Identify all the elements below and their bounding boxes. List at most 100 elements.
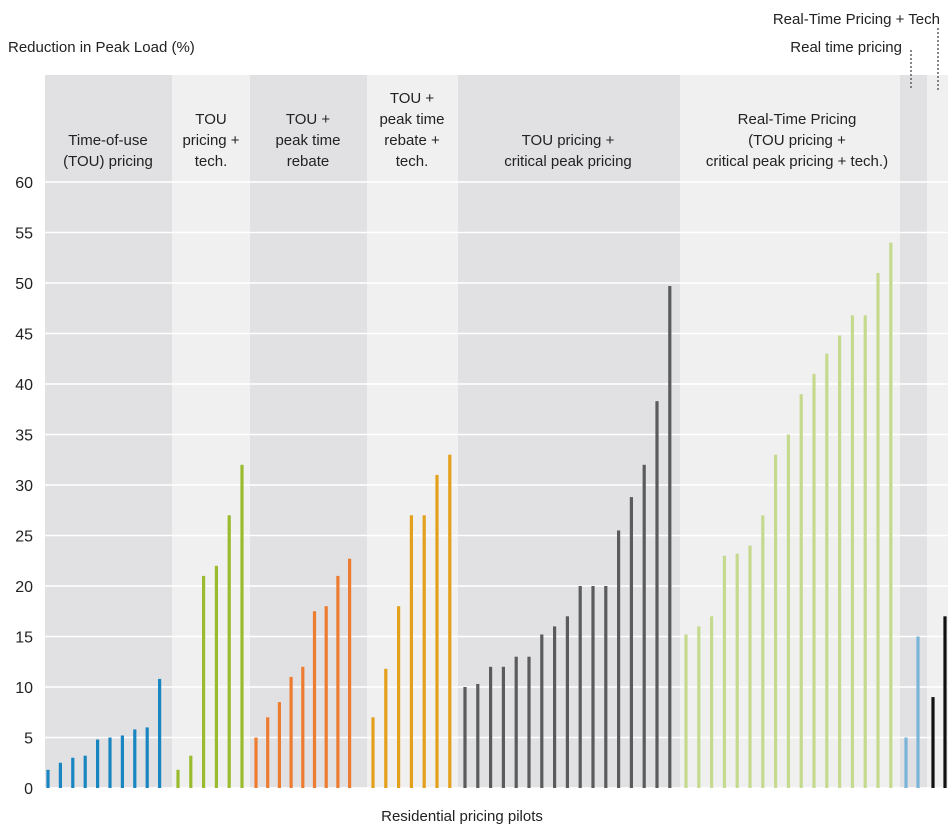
y-tick-label: 5	[24, 731, 33, 748]
bar-group3-9	[348, 558, 352, 788]
bar-group2-3	[202, 575, 206, 788]
bar-group5-14	[629, 497, 633, 788]
bar-group4-4	[409, 515, 413, 788]
bar-group4-5	[422, 515, 426, 788]
bar-group5-1	[463, 687, 467, 788]
bar-group4-2	[384, 668, 388, 788]
bar-group3-5	[301, 666, 305, 788]
y-tick-label: 25	[15, 529, 33, 546]
y-tick-label: 40	[15, 377, 33, 394]
y-tick-label: 60	[15, 175, 33, 192]
x-axis-label: Residential pricing pilots	[381, 808, 543, 825]
bar-group1-6	[108, 737, 112, 788]
bar-group5-2	[476, 683, 480, 788]
group-background-2	[172, 75, 250, 788]
bar-group6-8	[774, 454, 778, 788]
bar-group1-7	[120, 735, 124, 788]
bar-group6-14	[850, 315, 854, 788]
callout-label-real-time-pricing-tech: Real-Time Pricing + Tech	[773, 11, 940, 28]
bar-group5-8	[553, 626, 557, 788]
y-axis-label: Reduction in Peak Load (%)	[8, 39, 195, 56]
bar-group5-13	[617, 530, 621, 788]
bar-group5-12	[604, 586, 608, 788]
y-tick-label: 10	[15, 680, 33, 697]
bar-group2-2	[189, 755, 193, 788]
bar-group5-4	[501, 666, 505, 788]
group-background-8	[927, 75, 948, 788]
y-tick-label: 45	[15, 327, 33, 344]
group-label-4: TOU + peak time rebate + tech.	[379, 90, 444, 170]
bar-group6-7	[761, 515, 765, 788]
group-background-7	[900, 75, 927, 788]
group-label-2: TOU pricing + tech.	[182, 111, 239, 170]
bar-group6-12	[825, 353, 829, 788]
bar-group5-11	[591, 586, 595, 788]
bar-group3-1	[254, 737, 258, 788]
bar-group6-16	[876, 272, 880, 788]
bar-group1-9	[145, 727, 149, 788]
bar-group3-2	[266, 717, 270, 788]
bar-group3-6	[312, 611, 317, 788]
group-background-1	[45, 75, 172, 788]
bar-group6-6	[748, 545, 752, 788]
bar-group5-7	[540, 634, 544, 788]
bar-group7-1	[904, 737, 908, 788]
group-label-3: TOU + peak time rebate	[275, 111, 340, 170]
bar-group1-8	[133, 729, 137, 788]
bar-group8-1	[931, 697, 935, 788]
group-label-5: TOU pricing + critical peak pricing	[504, 132, 632, 170]
bar-group7-2	[916, 636, 920, 788]
group-background-3	[250, 75, 367, 788]
bar-group1-10	[158, 678, 162, 788]
callout-label-real-time-pricing: Real time pricing	[790, 39, 902, 56]
bar-group5-16	[655, 401, 659, 788]
bar-group6-1	[684, 634, 688, 788]
bar-group3-8	[336, 575, 340, 788]
bar-group2-6	[240, 464, 244, 788]
bar-group5-9	[565, 616, 569, 788]
y-tick-label: 50	[15, 276, 33, 293]
bar-group4-1	[371, 717, 375, 788]
bar-group3-3	[277, 702, 281, 788]
bar-group3-7	[324, 606, 328, 788]
bar-group6-3	[710, 616, 714, 788]
bar-group5-10	[578, 586, 582, 788]
group-label-6: Real-Time Pricing (TOU pricing + critical …	[706, 111, 888, 170]
bar-group4-6	[435, 474, 439, 788]
bar-group2-1	[176, 769, 180, 788]
bar-group1-3	[71, 757, 75, 788]
bar-group6-2	[697, 626, 701, 788]
bar-group1-2	[58, 762, 62, 788]
y-tick-label: 35	[15, 428, 33, 445]
bar-group5-17	[668, 286, 672, 788]
y-tick-label: 55	[15, 226, 33, 243]
y-tick-label: 0	[24, 781, 33, 798]
bar-group6-5	[735, 553, 739, 788]
bar-group6-4	[722, 555, 726, 788]
y-tick-label: 30	[15, 478, 33, 495]
y-tick-label: 15	[15, 630, 33, 647]
bar-group6-9	[786, 434, 790, 788]
bar-group5-5	[514, 656, 518, 788]
bar-group1-1	[46, 769, 50, 788]
group-label-1: Time-of-use (TOU) pricing	[63, 132, 153, 170]
bar-group8-2	[943, 616, 947, 788]
bar-group5-15	[642, 464, 646, 788]
bar-group6-10	[799, 394, 803, 788]
bar-group6-15	[863, 315, 867, 788]
bar-group5-6	[527, 656, 531, 788]
bar-group4-3	[397, 606, 401, 788]
bar-group1-5	[96, 739, 100, 788]
y-tick-label: 20	[15, 579, 33, 596]
bar-group6-17	[889, 242, 893, 789]
bar-group2-5	[227, 515, 231, 788]
bar-group2-4	[214, 565, 218, 788]
bar-group6-11	[812, 373, 816, 788]
bar-group5-3	[489, 666, 493, 788]
bar-group6-13	[838, 335, 842, 788]
bar-group3-4	[289, 676, 293, 788]
bar-group4-7	[448, 454, 452, 788]
bar-group1-4	[83, 755, 87, 788]
